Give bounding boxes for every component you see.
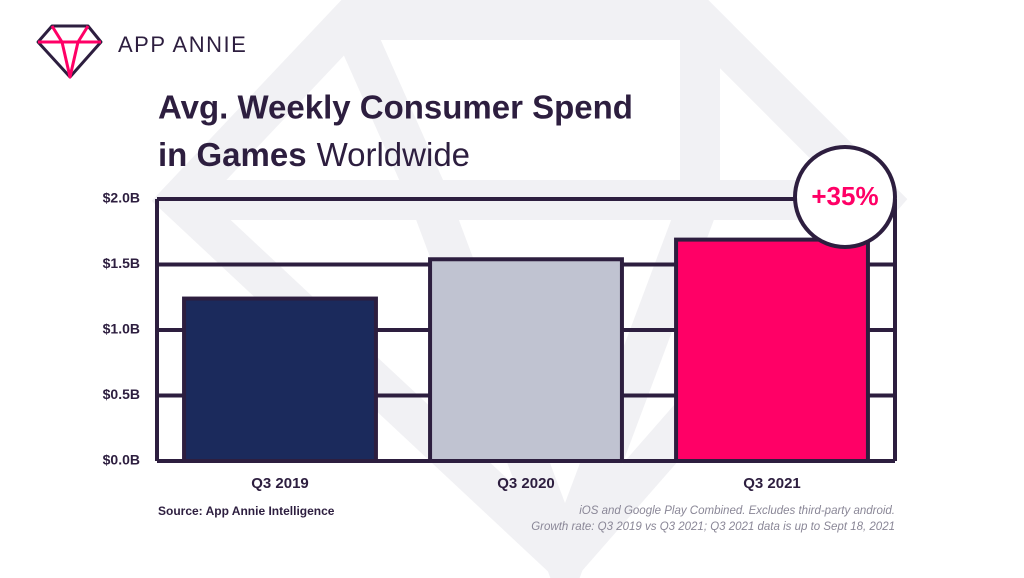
annotation: +35% (811, 181, 878, 211)
y-tick-label: $1.0B (103, 321, 140, 337)
y-tick-label: $1.5B (103, 255, 140, 271)
bar (428, 257, 624, 464)
note: Growth rate: Q3 2019 vs Q3 2021; Q3 2021… (531, 521, 895, 533)
annotation-circle (793, 145, 897, 249)
chart-title-line2: in Games Worldwide (158, 136, 470, 173)
x-tick-label: Q3 2020 (497, 475, 555, 492)
chart-title: in Games (158, 136, 307, 173)
plot: $0.0B $0.5B $1.0B $1.5B $2.0B Q3 2019 Q3 2020 Q… (103, 190, 895, 492)
source: Source: App Annie Intelligence (158, 504, 335, 518)
y-tick-label: $0.5B (103, 386, 140, 402)
chart-title: Avg. Weekly Consumer Spend (158, 89, 633, 126)
note: iOS and Google Play Combined. Excludes t… (579, 505, 895, 517)
x-tick-label: Q3 2021 (743, 475, 801, 492)
y-tick-label: $2.0B (103, 190, 140, 206)
x-tick-label: Q3 2019 (251, 475, 309, 492)
bar (674, 237, 870, 463)
y-tick-label: $0.0B (103, 452, 140, 468)
chart-subtitle: Worldwide (317, 136, 470, 173)
logo-icon (36, 24, 103, 79)
brand: APP ANNIE (118, 32, 247, 57)
bar (182, 296, 378, 463)
